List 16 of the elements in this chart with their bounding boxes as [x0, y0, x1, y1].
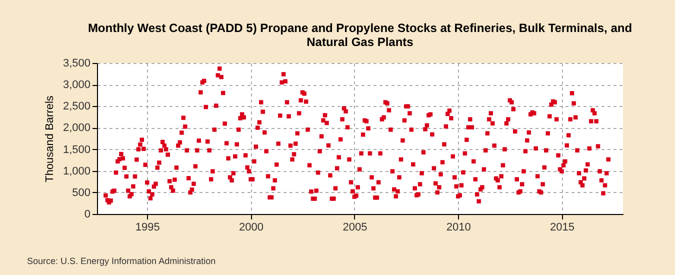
y-tick-label: 500 [72, 186, 90, 199]
x-tick-label: 2010 [446, 222, 471, 234]
y-tick-label: 3,500 [62, 58, 90, 70]
chart-title: Monthly West Coast (PADD 5) Propane and Propylene Stocks at Refineries, Bulk Terminals, and Natural Gas Plants [88, 21, 632, 49]
x-tick-label: 2000 [239, 222, 264, 234]
y-axis-title: Thousand Barrels [44, 95, 56, 182]
y-tick-label: 3,000 [62, 79, 90, 92]
y-tick-label: 1,000 [62, 165, 90, 178]
y-tick-label: 2,500 [62, 100, 90, 113]
x-tick-label: 2015 [550, 222, 574, 234]
x-tick-label: 2005 [342, 222, 368, 234]
x-tick-label: 1995 [135, 222, 160, 234]
source-note: Source: U.S. Energy Information Administration [27, 256, 216, 266]
y-tick-label: 1,500 [62, 144, 90, 156]
y-tick-label: 2,000 [62, 122, 90, 134]
y-tick-label: 0 [84, 208, 90, 220]
